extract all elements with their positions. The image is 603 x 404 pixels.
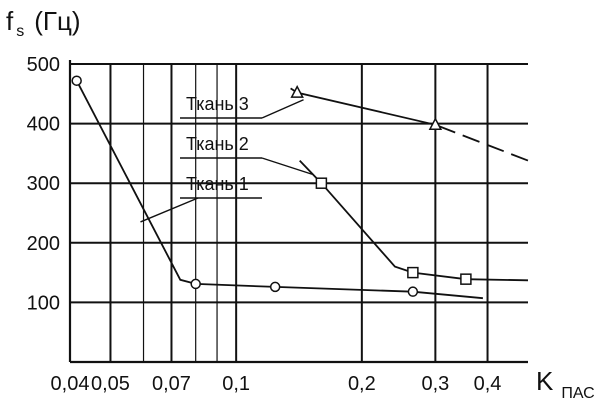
- data-point-circle: [71, 75, 82, 86]
- y-tick-label: 200: [27, 233, 60, 255]
- svg-text:fs(Гц): f s (Гц): [6, 6, 81, 40]
- series-annotation-label: Ткань 3: [186, 94, 249, 114]
- y-axis-title-main: f: [6, 6, 14, 36]
- y-axis-title-unit: (Гц): [34, 6, 80, 36]
- axes-layer: [68, 60, 528, 364]
- y-tick-label: 300: [27, 173, 60, 195]
- data-point-square: [407, 266, 419, 279]
- series-line-3-extrapolated: [438, 125, 529, 162]
- x-axis-title-sub: ПАС: [561, 385, 594, 402]
- annotation-leader-line: [261, 157, 313, 175]
- tick-labels-layer: 100 200 300 400 500 0,04 0,05 0,07 0,1 0,2 0,3 0,4: [27, 54, 502, 395]
- x-tick-label: 0,05: [91, 373, 130, 395]
- data-point-triangle: [428, 117, 443, 131]
- x-axis-title: K ПАС: [536, 366, 595, 402]
- annotation-leader-line: [140, 197, 199, 223]
- x-tick-label: 0,04: [51, 373, 90, 395]
- x-tick-label: 0,3: [421, 373, 449, 395]
- data-point-circle: [269, 281, 281, 293]
- data-point-square: [315, 177, 328, 189]
- y-axis-title-sub: s: [16, 23, 24, 40]
- data-point-circle: [407, 286, 419, 297]
- y-tick-label: 100: [27, 292, 60, 314]
- series-line-2: [299, 159, 529, 282]
- series-line-3: [290, 87, 439, 127]
- data-point-circle: [190, 278, 201, 290]
- series-layer: [71, 75, 529, 300]
- data-point-square: [460, 273, 472, 285]
- series-annotation-label: Ткань 2: [186, 134, 249, 154]
- grid-layer: [69, 63, 528, 362]
- y-axis-title: f s (Гц): [6, 6, 81, 40]
- y-tick-label: 500: [27, 54, 60, 76]
- series-annotation-label: Ткань 1: [186, 174, 249, 194]
- x-tick-label: 0,4: [474, 373, 502, 395]
- x-tick-label: 0,1: [222, 373, 250, 395]
- series-line-1: [75, 80, 483, 300]
- data-point-triangle: [290, 84, 304, 98]
- x-axis-title-main: K: [536, 366, 554, 396]
- x-tick-label: 0,2: [348, 373, 376, 395]
- annotation-layer: Ткань 3 Ткань 2 Ткань 1: [140, 94, 313, 223]
- y-tick-label: 400: [27, 114, 60, 136]
- x-tick-label: 0,07: [152, 373, 191, 395]
- annotation-leader-line: [261, 99, 304, 119]
